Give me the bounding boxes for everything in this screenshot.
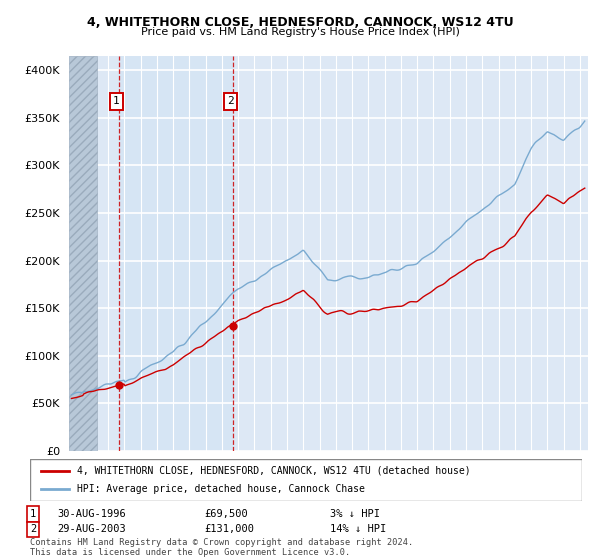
Text: 1: 1 xyxy=(30,509,36,519)
Text: 4, WHITETHORN CLOSE, HEDNESFORD, CANNOCK, WS12 4TU (detached house): 4, WHITETHORN CLOSE, HEDNESFORD, CANNOCK… xyxy=(77,466,470,476)
Text: Contains HM Land Registry data © Crown copyright and database right 2024.
This d: Contains HM Land Registry data © Crown c… xyxy=(30,538,413,557)
Polygon shape xyxy=(119,56,233,451)
Text: Price paid vs. HM Land Registry's House Price Index (HPI): Price paid vs. HM Land Registry's House … xyxy=(140,27,460,37)
Text: 2: 2 xyxy=(30,524,36,534)
Text: 30-AUG-1996: 30-AUG-1996 xyxy=(57,509,126,519)
Polygon shape xyxy=(69,56,97,451)
Text: 14% ↓ HPI: 14% ↓ HPI xyxy=(330,524,386,534)
Text: 1: 1 xyxy=(113,96,119,106)
FancyBboxPatch shape xyxy=(30,459,582,501)
Text: 3% ↓ HPI: 3% ↓ HPI xyxy=(330,509,380,519)
Text: 2: 2 xyxy=(227,96,233,106)
Text: £69,500: £69,500 xyxy=(204,509,248,519)
Text: £131,000: £131,000 xyxy=(204,524,254,534)
Text: 4, WHITETHORN CLOSE, HEDNESFORD, CANNOCK, WS12 4TU: 4, WHITETHORN CLOSE, HEDNESFORD, CANNOCK… xyxy=(86,16,514,29)
Text: 29-AUG-2003: 29-AUG-2003 xyxy=(57,524,126,534)
Text: HPI: Average price, detached house, Cannock Chase: HPI: Average price, detached house, Cann… xyxy=(77,484,365,494)
